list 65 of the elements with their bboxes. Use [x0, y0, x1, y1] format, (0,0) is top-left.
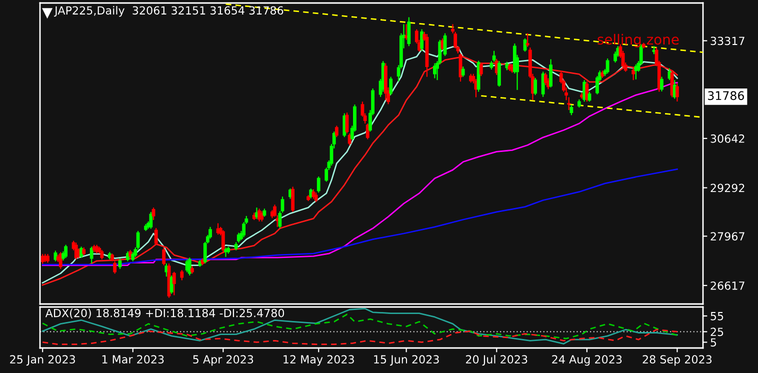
line-series: [42, 308, 678, 344]
candlestick: [162, 246, 166, 266]
candlestick: [606, 58, 610, 74]
candlestick: [549, 58, 553, 88]
candlestick: [632, 67, 636, 81]
x-tick-label: 15 Jun 2023: [374, 355, 439, 366]
candlestick: [461, 66, 465, 78]
candlestick: [479, 62, 483, 77]
x-tick-label: 24 Aug 2023: [552, 355, 622, 366]
candlestick: [312, 188, 316, 200]
candlestick: [675, 82, 679, 102]
candlestick: [164, 262, 168, 278]
candlestick: [541, 71, 545, 98]
candlestick: [260, 210, 264, 222]
x-tick-label: 20 Jul 2023: [466, 354, 528, 366]
candlestick: [432, 62, 436, 79]
candlestick: [366, 122, 370, 140]
y-tick-label: 26617: [710, 281, 744, 290]
candlestick: [113, 260, 117, 274]
candlestick: [389, 76, 393, 96]
y-tick-label: 5: [710, 338, 716, 347]
candlestick: [570, 104, 574, 116]
candlestick: [154, 227, 158, 246]
candlestick: [534, 77, 538, 96]
candlestick: [345, 112, 349, 134]
candlestick: [64, 244, 68, 259]
x-tick-label: 25 Jan 2023: [10, 355, 75, 366]
chart-title: ADX(20) 18.8149 +DI:18.1184 -DI:25.4780: [45, 308, 284, 319]
candlestick: [316, 176, 320, 194]
candlestick: [342, 112, 346, 138]
candlestick: [152, 207, 156, 221]
candlestick: [188, 257, 192, 276]
x-tick-label: 5 Apr 2023: [193, 355, 254, 366]
x-tick-label: 28 Sep 2023: [642, 355, 712, 366]
candlestick: [634, 64, 638, 80]
y-tick-label: 25: [710, 328, 724, 336]
candlestick: [544, 72, 548, 86]
candlestick: [334, 125, 338, 138]
candlestick: [588, 91, 592, 102]
chart-title: JAP225,Daily 32061 32151 31654 31786: [54, 6, 284, 17]
x-tick-label: 1 Mar 2023: [102, 355, 164, 364]
line-series: [42, 328, 678, 346]
y-tick-label: 55: [710, 312, 724, 320]
annotation: 31786: [708, 91, 744, 100]
candlestick: [172, 271, 176, 296]
candlestick: [497, 60, 501, 88]
y-tick-label: 29292: [710, 184, 744, 192]
candlestick: [180, 269, 184, 281]
candlestick: [100, 249, 104, 260]
x-tick-label: 12 May 2023: [284, 355, 354, 366]
candlestick: [291, 186, 295, 212]
candlestick: [526, 32, 530, 48]
candlestick: [585, 80, 589, 102]
candlestick: [314, 192, 318, 203]
y-tick-label: 30642: [710, 134, 744, 143]
annotation: selling zone: [598, 34, 679, 48]
candlestick: [208, 226, 212, 240]
candlestick: [440, 38, 444, 51]
y-tick-label: 27967: [710, 232, 744, 241]
candlestick: [221, 230, 225, 253]
candlestick: [170, 274, 174, 294]
candlestick: [149, 211, 153, 230]
candlestick: [660, 76, 664, 92]
y-tick-label: 33317: [710, 36, 744, 46]
candlestick: [90, 246, 94, 264]
